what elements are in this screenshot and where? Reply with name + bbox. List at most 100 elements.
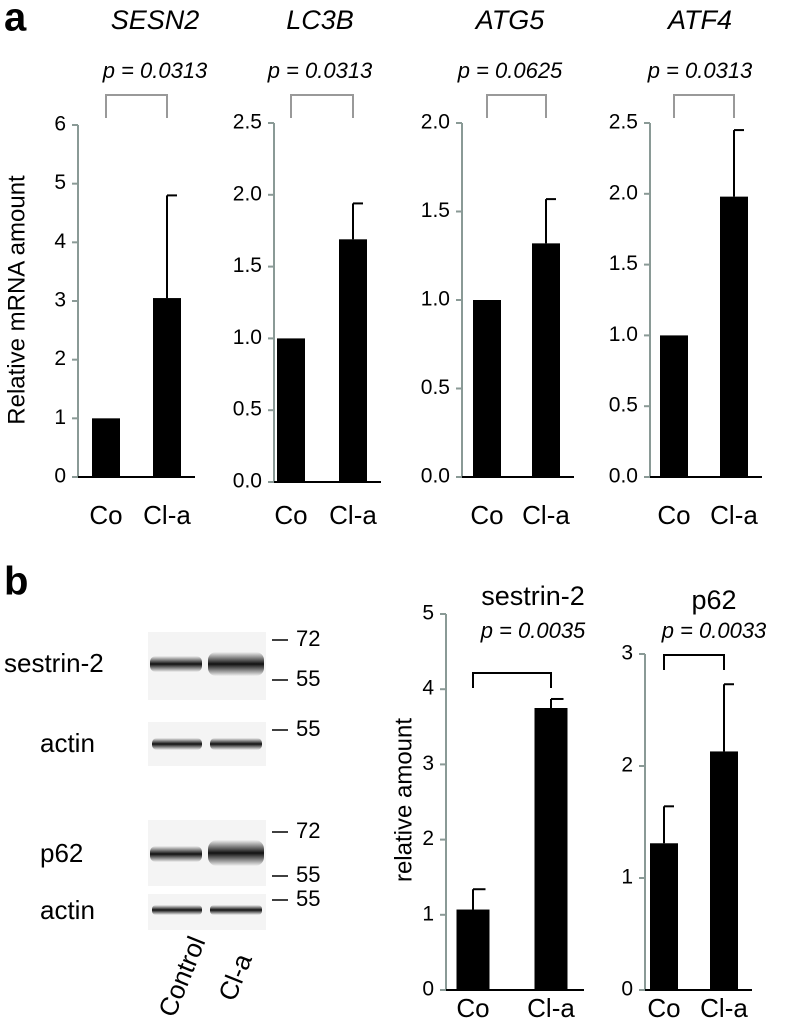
bar <box>456 909 490 990</box>
y-tick-label: 2.0 <box>233 182 262 205</box>
y-tick-label: 0 <box>621 978 633 1001</box>
blot-label: p62 <box>40 838 83 868</box>
y-tick-label: 5 <box>422 602 434 625</box>
x-tick-label: Co <box>470 500 503 530</box>
bracket <box>472 672 552 688</box>
bracket <box>673 94 735 118</box>
bar <box>339 239 367 482</box>
y-axis-label: Relative mRNA amount <box>3 175 30 425</box>
p-value: p = 0.0625 <box>457 58 563 83</box>
bar <box>153 298 181 477</box>
y-tick-label: 0.0 <box>233 470 262 493</box>
chart-title: ATG5 <box>474 5 545 35</box>
p-value: p = 0.0033 <box>661 618 767 643</box>
size-marker: 55 <box>296 716 320 741</box>
p-value: p = 0.0313 <box>102 58 208 83</box>
bar <box>473 300 501 477</box>
y-tick-label: 3 <box>621 642 633 665</box>
x-tick-label: Co <box>89 500 122 530</box>
y-tick-label: 1.5 <box>233 254 262 277</box>
blot-label: actin <box>40 728 95 758</box>
error-bar <box>166 194 177 299</box>
error-bar <box>723 683 734 752</box>
y-tick-label: 0.0 <box>609 465 638 488</box>
p-value: p = 0.0313 <box>647 58 753 83</box>
lane-label: Cl-a <box>212 949 258 1005</box>
bar <box>720 196 748 477</box>
x-tick-label: Cl-a <box>527 993 575 1023</box>
bracket <box>290 94 354 118</box>
y-tick-label: 2.0 <box>609 181 638 204</box>
bracket <box>663 654 725 670</box>
y-tick-label: 0.0 <box>421 465 450 488</box>
y-tick-label: 2.5 <box>609 111 638 134</box>
y-tick-label: 1.0 <box>421 288 450 311</box>
lane-label: Control <box>152 932 211 1021</box>
blot-band <box>210 738 262 750</box>
y-tick-label: 1.0 <box>233 326 262 349</box>
y-tick-label: 0 <box>422 978 434 1001</box>
blot-band <box>208 652 264 676</box>
y-tick-label: 3 <box>422 752 434 775</box>
y-tick-label: 0.5 <box>609 394 638 417</box>
size-marker: 72 <box>296 818 320 843</box>
y-tick-label: 2 <box>54 347 66 370</box>
y-tick-label: 1 <box>621 866 633 889</box>
size-marker: 55 <box>296 862 320 887</box>
y-tick-label: 1.5 <box>609 252 638 275</box>
error-bar <box>472 888 486 910</box>
p-value: p = 0.0313 <box>267 58 373 83</box>
x-tick-label: Cl-a <box>700 993 748 1023</box>
blot-label: actin <box>40 895 95 925</box>
bracket <box>105 94 168 118</box>
bar <box>532 243 560 477</box>
bar <box>277 338 305 482</box>
x-tick-label: Co <box>647 993 680 1023</box>
y-tick-label: 2.0 <box>421 111 450 134</box>
bar <box>650 843 678 990</box>
y-tick-label: 1 <box>422 902 434 925</box>
y-axis-label: relative amount <box>390 718 417 882</box>
y-tick-label: 2 <box>621 754 633 777</box>
blot <box>148 632 266 930</box>
chart-title: ATF4 <box>666 5 732 35</box>
y-tick-label: 3 <box>54 289 66 312</box>
p-value: p = 0.0035 <box>480 618 586 643</box>
y-tick-label: 1.5 <box>421 199 450 222</box>
bar <box>534 708 568 990</box>
error-bar <box>352 202 363 240</box>
x-tick-label: Cl-a <box>522 500 570 530</box>
y-tick-label: 1 <box>54 406 66 429</box>
y-tick-label: 4 <box>422 677 434 700</box>
bar <box>92 418 120 477</box>
y-tick-label: 2 <box>422 827 434 850</box>
size-marker: 72 <box>296 626 320 651</box>
bar <box>710 751 738 990</box>
y-tick-label: 2.5 <box>233 111 262 134</box>
x-tick-label: Cl-a <box>710 500 758 530</box>
y-tick-label: 4 <box>54 230 66 253</box>
blot-band <box>152 905 202 915</box>
blot-band <box>150 846 202 862</box>
y-tick-label: 0 <box>54 465 66 488</box>
blot-band <box>210 905 262 915</box>
y-tick-label: 6 <box>54 113 66 136</box>
error-bar <box>550 697 564 708</box>
chart-title: p62 <box>691 585 736 615</box>
chart-title: sestrin-2 <box>481 581 585 611</box>
bracket <box>486 94 547 118</box>
blot-band <box>150 656 202 672</box>
error-bar <box>663 805 674 844</box>
blot-label: sestrin-2 <box>4 648 104 678</box>
x-tick-label: Cl-a <box>329 500 377 530</box>
blot-band <box>152 738 202 750</box>
bar <box>660 335 688 477</box>
y-tick-label: 0.5 <box>233 398 262 421</box>
y-tick-label: 5 <box>54 171 66 194</box>
x-tick-label: Cl-a <box>143 500 191 530</box>
panel-label: b <box>4 560 28 604</box>
y-tick-label: 1.0 <box>609 323 638 346</box>
size-marker: 55 <box>296 666 320 691</box>
